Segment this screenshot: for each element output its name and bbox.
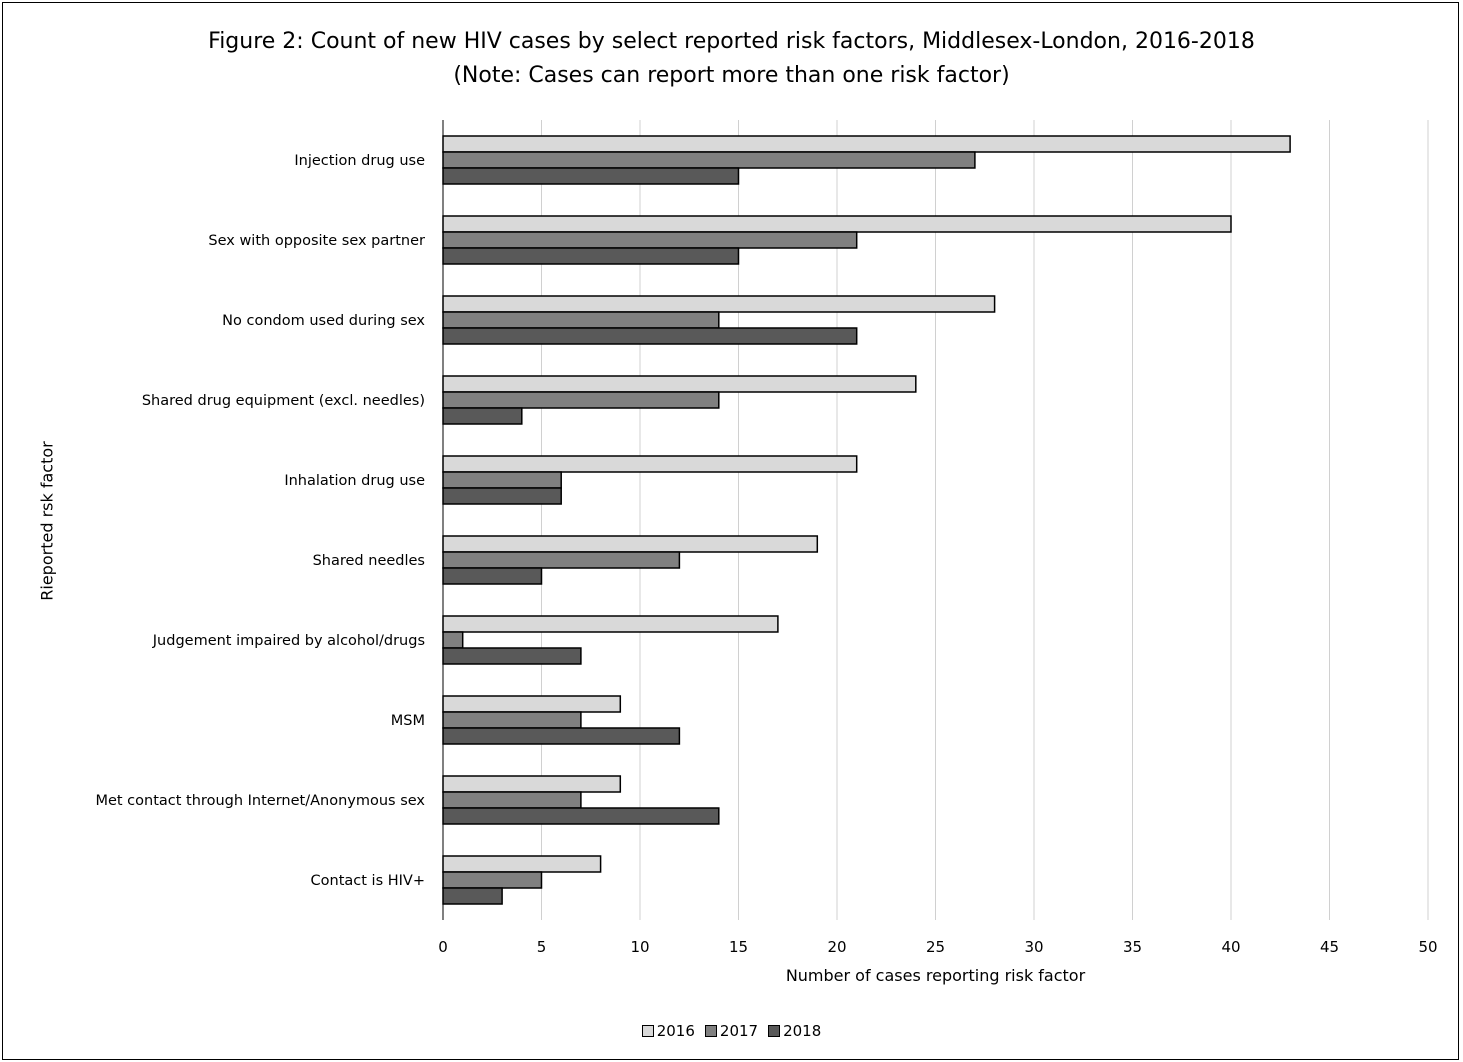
bar-judgement-impaired-by-alcohol-drugs-2018: [442, 647, 582, 665]
legend-item-2016: 2016: [641, 1022, 695, 1040]
category-label: Met contact through Internet/Anonymous s…: [95, 793, 425, 809]
legend-item-2018: 2018: [768, 1022, 821, 1040]
category-label: Shared drug equipment (excl. needles): [142, 393, 425, 409]
legend-label-2018: 2018: [783, 1022, 822, 1040]
bar-inhalation-drug-use-2016: [442, 455, 858, 473]
bar-shared-drug-equipment-excl-needles-2017: [442, 391, 720, 409]
x-tick-label: 35: [1123, 938, 1142, 956]
bar-sex-with-opposite-sex-partner-2017: [442, 231, 858, 249]
bar-no-condom-used-during-sex-2017: [442, 311, 720, 329]
legend-label-2016: 2016: [656, 1022, 695, 1040]
x-tick-label: 50: [1418, 938, 1437, 956]
chart-subtitle: (Note: Cases can report more than one ri…: [453, 63, 1010, 88]
bar-met-contact-through-internet-anonymous-sex-2017: [442, 791, 582, 809]
bar-shared-needles-2018: [442, 567, 543, 585]
legend-swatch-2018: [768, 1025, 781, 1037]
category-label: Contact is HIV+: [311, 873, 425, 889]
legend-swatch-2017: [704, 1025, 717, 1037]
bar-inhalation-drug-use-2017: [442, 471, 562, 489]
bar-injection-drug-use-2018: [442, 167, 740, 185]
chart-title: Figure 2: Count of new HIV cases by sele…: [208, 29, 1255, 54]
bar-shared-drug-equipment-excl-needles-2016: [442, 375, 917, 393]
bar-no-condom-used-during-sex-2016: [442, 295, 996, 313]
bar-inhalation-drug-use-2018: [442, 487, 562, 505]
bar-met-contact-through-internet-anonymous-sex-2018: [442, 807, 720, 825]
legend-item-2017: 2017: [704, 1022, 759, 1040]
legend-label-2017: 2017: [719, 1022, 759, 1040]
bar-contact-is-hiv-2018: [442, 887, 503, 905]
bar-judgement-impaired-by-alcohol-drugs-2016: [442, 615, 779, 633]
x-tick-label: 25: [926, 938, 945, 956]
bar-sex-with-opposite-sex-partner-2018: [442, 247, 740, 265]
x-tick-label: 45: [1320, 938, 1339, 956]
chart-legend: 2016 2017 2018: [0, 1022, 1463, 1040]
bar-shared-needles-2017: [442, 551, 681, 569]
y-axis-label: Rieported rsk factor: [37, 441, 57, 601]
legend-swatch-2016: [641, 1025, 654, 1037]
x-tick-label: 15: [729, 938, 748, 956]
bar-sex-with-opposite-sex-partner-2016: [442, 215, 1232, 233]
bar-judgement-impaired-by-alcohol-drugs-2017: [442, 631, 464, 649]
bar-injection-drug-use-2016: [442, 135, 1291, 153]
bar-met-contact-through-internet-anonymous-sex-2016: [442, 775, 622, 793]
bar-msm-2017: [442, 711, 582, 729]
category-label: Judgement impaired by alcohol/drugs: [152, 633, 425, 649]
bar-no-condom-used-during-sex-2018: [442, 327, 858, 345]
x-tick-label: 20: [827, 938, 846, 956]
x-axis-label: Number of cases reporting risk factor: [785, 966, 1086, 985]
bar-msm-2018: [442, 727, 681, 745]
bar-contact-is-hiv-2017: [442, 871, 543, 889]
bar-msm-2016: [442, 695, 622, 713]
category-label: MSM: [391, 713, 425, 729]
category-label: Shared needles: [313, 553, 425, 569]
x-tick-label: 40: [1221, 938, 1240, 956]
category-label: Inhalation drug use: [284, 473, 425, 489]
bar-shared-needles-2016: [442, 535, 819, 553]
x-tick-label: 30: [1024, 938, 1043, 956]
category-label: Injection drug use: [294, 153, 425, 169]
x-tick-label: 10: [630, 938, 649, 956]
bar-contact-is-hiv-2016: [442, 855, 602, 873]
bar-injection-drug-use-2017: [442, 151, 976, 169]
bar-shared-drug-equipment-excl-needles-2018: [442, 407, 523, 425]
x-tick-label: 5: [537, 938, 547, 956]
category-label: No condom used during sex: [222, 313, 425, 329]
x-tick-label: 0: [438, 938, 448, 956]
category-label: Sex with opposite sex partner: [208, 233, 425, 249]
